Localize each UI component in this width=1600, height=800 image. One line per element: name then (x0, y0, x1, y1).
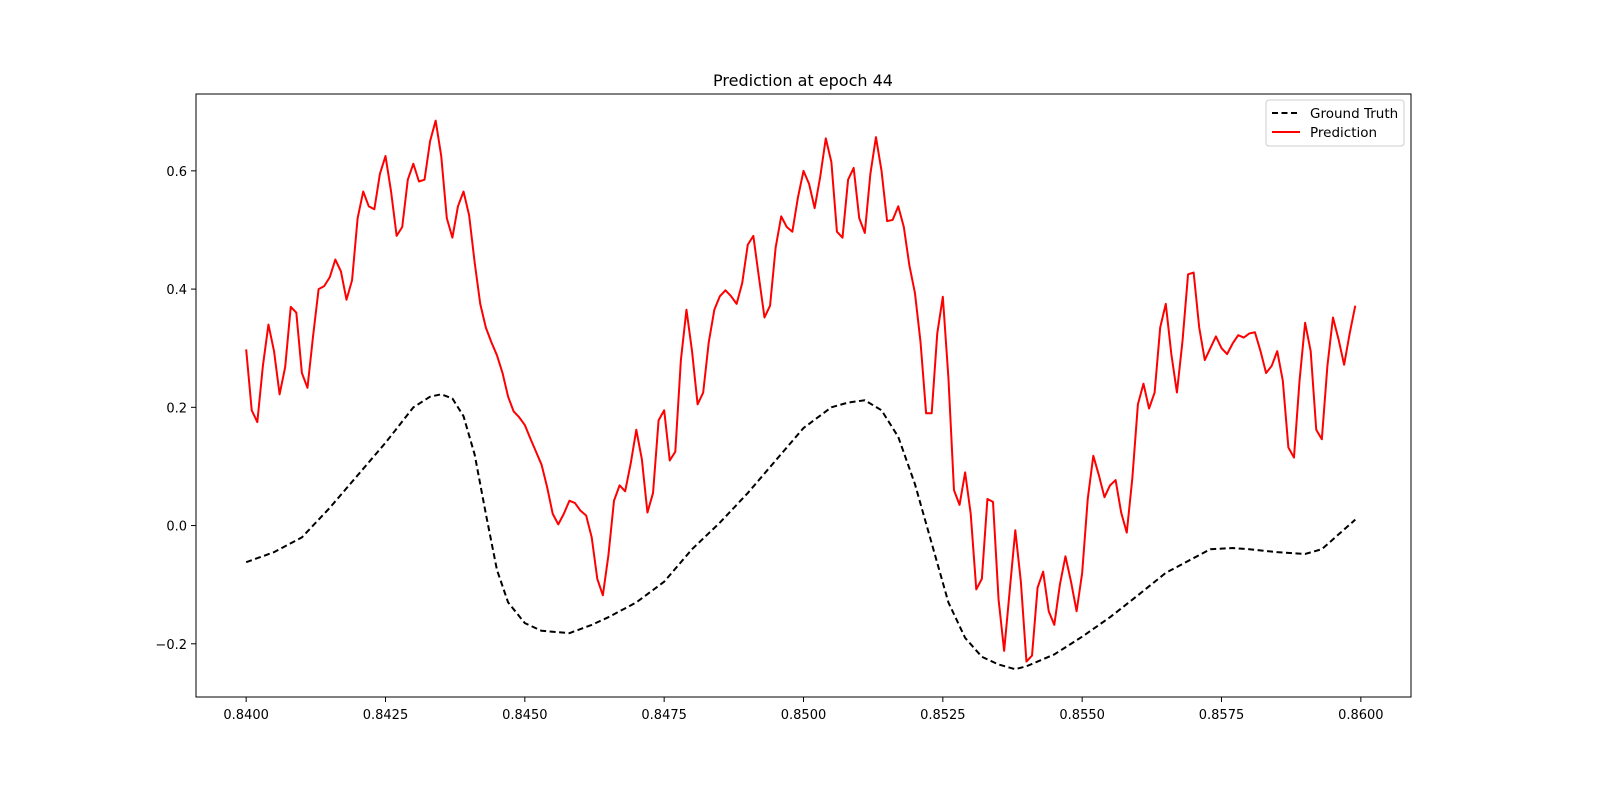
y-axis: −0.2 0.0 0.2 0.4 0.6 (155, 165, 196, 653)
x-tick-label: 0.8400 (223, 708, 269, 723)
x-tick-label: 0.8600 (1338, 708, 1384, 723)
x-tick-label: 0.8475 (641, 708, 687, 723)
x-tick-label: 0.8550 (1059, 708, 1105, 723)
x-tick-label: 0.8425 (363, 708, 409, 723)
y-tick-label: 0.6 (166, 165, 187, 180)
y-tick-label: 0.4 (166, 283, 187, 298)
series-line-prediction (245, 119, 1357, 663)
x-tick-label: 0.8525 (920, 708, 966, 723)
x-tick-label: 0.8500 (781, 708, 827, 723)
x-axis: 0.8400 0.8425 0.8450 0.8475 0.8500 0.8525 0.85… (223, 697, 1384, 723)
legend-label-ground-truth: Ground Truth (1310, 106, 1398, 122)
legend-label-prediction: Prediction (1310, 125, 1377, 141)
x-tick-label: 0.8575 (1199, 708, 1245, 723)
y-tick-label: 0.2 (166, 401, 187, 416)
x-tick-label: 0.8450 (502, 708, 548, 723)
chart-title: Prediction at epoch 44 (713, 71, 893, 90)
y-tick-label: −0.2 (155, 638, 187, 653)
y-tick-label: 0.0 (166, 520, 187, 535)
legend-box (1265, 99, 1405, 147)
series-layer (245, 119, 1357, 671)
legend: Ground Truth Prediction (1265, 99, 1405, 147)
series-line-ground-truth (245, 393, 1356, 671)
